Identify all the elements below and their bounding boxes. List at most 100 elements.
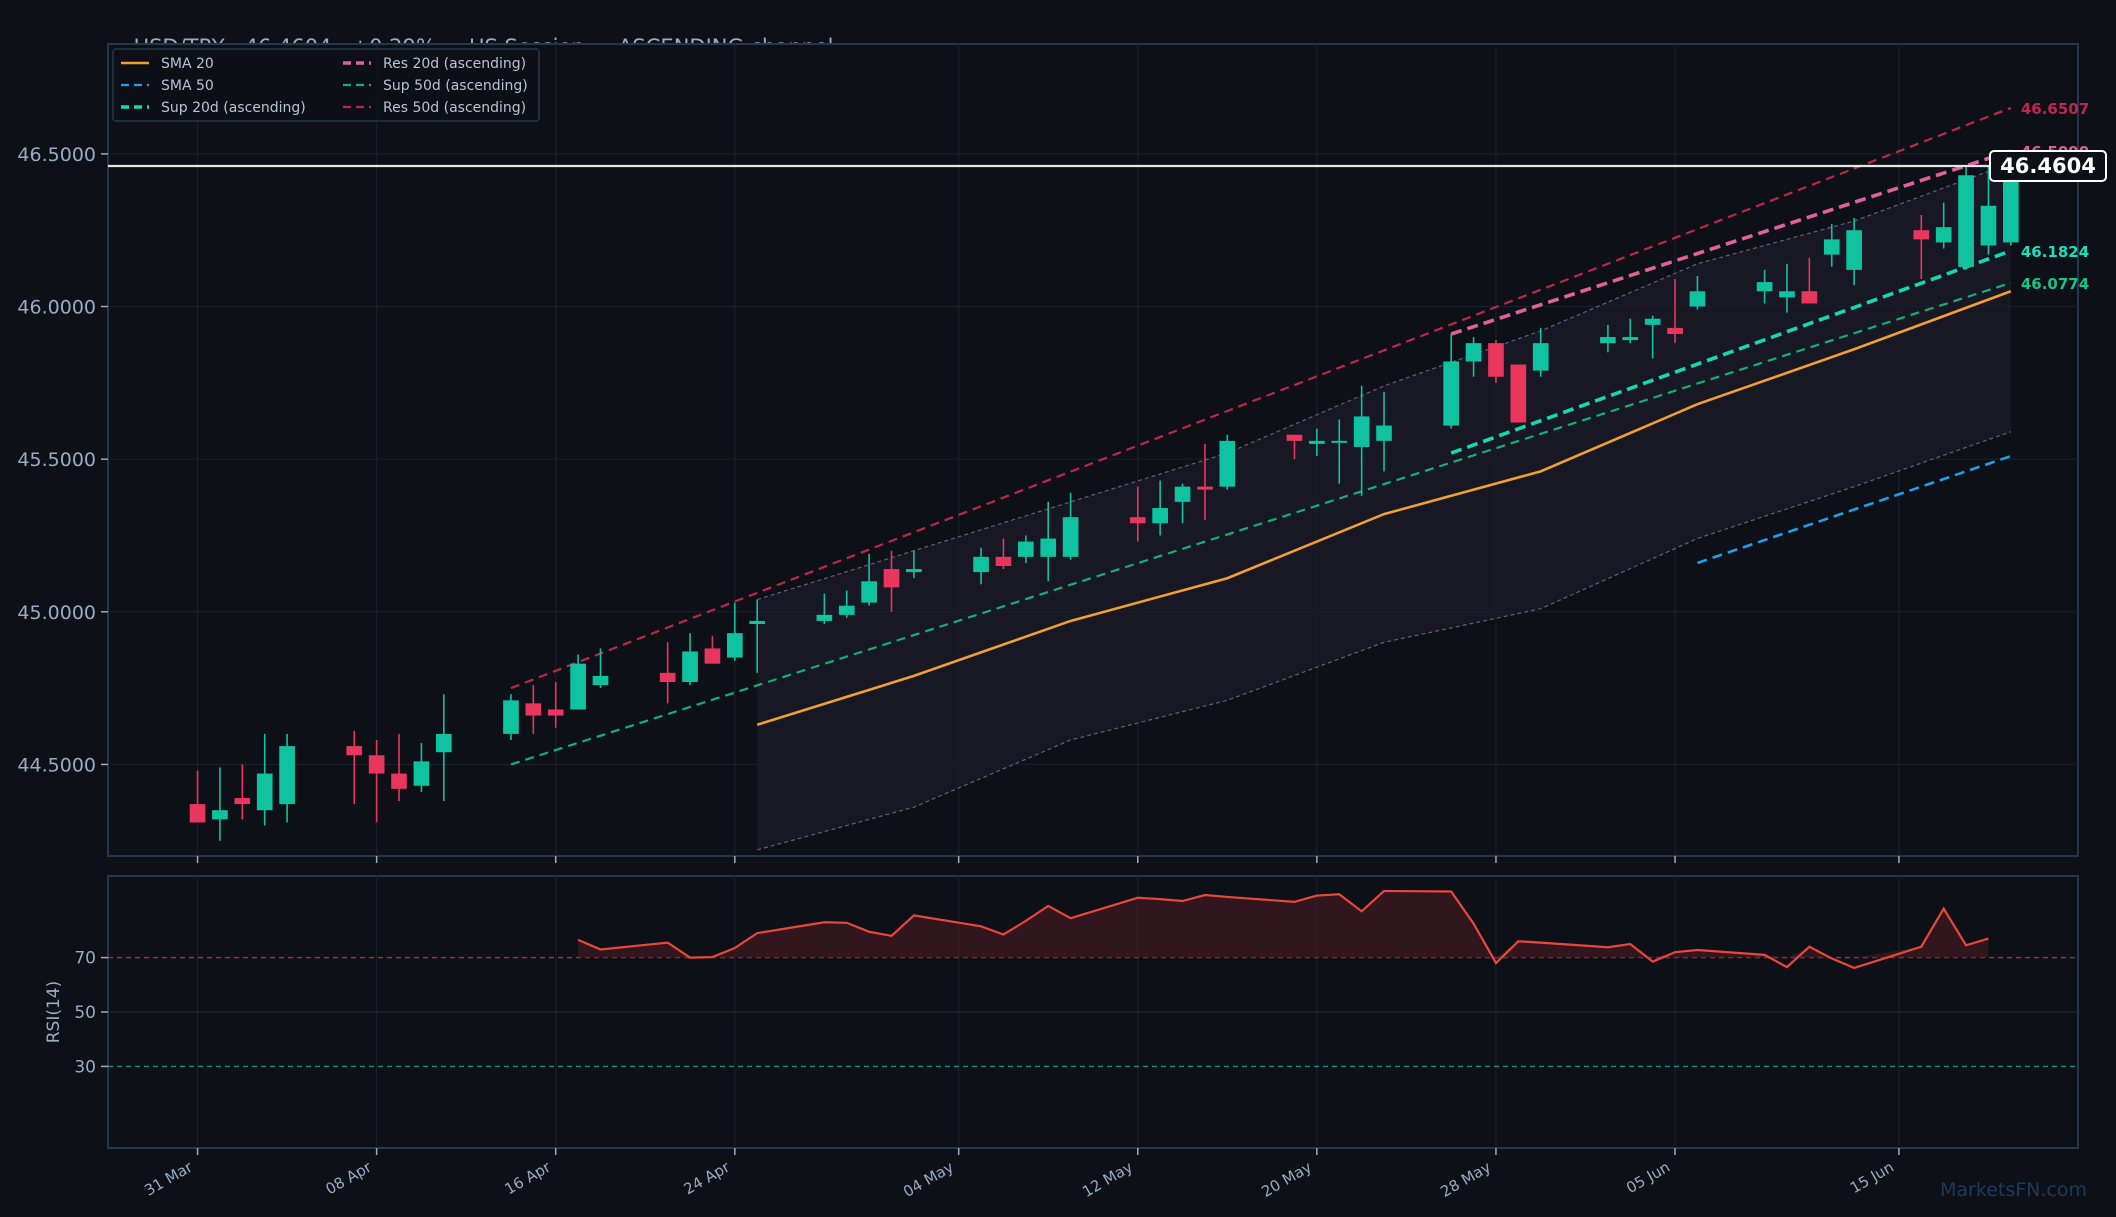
candle	[1062, 492, 1079, 560]
candle	[1756, 269, 1773, 304]
legend-label: SMA 20	[161, 56, 214, 72]
candle	[1958, 166, 1974, 270]
candle	[726, 602, 743, 661]
candle-body	[1689, 291, 1706, 307]
candle	[883, 550, 900, 612]
x-tick-label: 24 Apr	[681, 1157, 734, 1198]
bollinger-lower-line	[757, 431, 2012, 851]
candle	[1779, 263, 1795, 313]
candle	[973, 547, 989, 585]
sup20-trendline	[1450, 249, 2012, 455]
candle-body	[1779, 291, 1795, 298]
candle-body	[1376, 425, 1392, 441]
candle-body	[391, 773, 407, 789]
candle	[1309, 428, 1325, 457]
rsi-axis-label: RSI(14)	[44, 981, 64, 1044]
candle-body	[212, 810, 228, 820]
candle-body	[906, 569, 922, 573]
candle	[1846, 218, 1862, 286]
last-price-tag-label: 46.4604	[2000, 154, 2096, 178]
candle-body	[1823, 239, 1840, 255]
rsi-line	[577, 889, 1989, 970]
candle-body	[1174, 486, 1191, 502]
candle	[1600, 324, 1616, 353]
y-tick-label: 45.5000	[17, 449, 96, 471]
candle-body	[1286, 434, 1303, 441]
candle	[1689, 276, 1706, 310]
candle	[906, 550, 922, 579]
x-tick-label: 05 Jun	[1623, 1158, 1673, 1197]
sup20-trendline-label: 46.1824	[2021, 243, 2089, 261]
candle-body	[1331, 440, 1348, 443]
candle-body	[838, 605, 855, 615]
candle	[279, 733, 295, 823]
candle	[1219, 434, 1236, 490]
candle-body	[1622, 337, 1639, 341]
candle-body	[435, 733, 452, 753]
candle-body	[726, 633, 743, 658]
candle	[1129, 486, 1146, 542]
candle	[1667, 279, 1683, 344]
candle-body	[570, 663, 586, 710]
rsi-y-tick-label: 30	[74, 1057, 96, 1077]
candle-body	[861, 581, 877, 603]
x-tick-label: 16 Apr	[502, 1157, 555, 1198]
candle	[234, 764, 251, 820]
rsi-overbought-fill	[578, 890, 1989, 958]
candle	[1197, 443, 1213, 521]
candle	[413, 743, 430, 792]
candle-body	[1756, 282, 1773, 292]
candle	[1018, 535, 1034, 563]
last-price-tag	[1989, 149, 2107, 182]
candle-body	[1801, 291, 1818, 304]
x-tick-label: 20 May	[1258, 1158, 1315, 1201]
x-tick-label: 12 May	[1079, 1158, 1136, 1201]
candle	[189, 770, 206, 823]
candle-body	[1935, 227, 1952, 243]
candle-body	[525, 703, 542, 716]
legend-label: Sup 20d (ascending)	[161, 100, 306, 116]
res50-trendline-label: 46.6507	[2021, 100, 2089, 118]
candle	[1823, 224, 1840, 267]
legend-box	[112, 48, 540, 122]
candle	[1443, 334, 1460, 429]
candle-body	[973, 556, 989, 573]
candle-body	[189, 804, 206, 823]
candle	[1913, 214, 1930, 280]
x-tick-label: 28 May	[1437, 1158, 1494, 1201]
candle	[1376, 392, 1392, 472]
res50-trendline	[510, 106, 2012, 690]
candle-body	[816, 614, 833, 621]
candle-body	[749, 620, 766, 624]
candle-body	[1018, 541, 1034, 557]
candle-body	[256, 773, 273, 811]
legend-label: SMA 50	[161, 78, 214, 94]
candle-body	[1667, 327, 1683, 334]
candle	[861, 553, 877, 606]
candle	[1152, 480, 1168, 536]
candle-body	[1129, 517, 1146, 524]
candle	[368, 740, 385, 823]
candle-body	[234, 798, 251, 805]
candle	[816, 593, 833, 624]
candle-body	[1353, 416, 1370, 447]
candle	[749, 599, 766, 673]
candle-body	[547, 709, 564, 716]
candle	[1174, 483, 1191, 524]
candle-body	[368, 755, 385, 774]
candle-body	[1510, 364, 1527, 423]
legend-label: Sup 50d (ascending)	[383, 78, 528, 94]
candle	[1510, 364, 1527, 423]
candle	[704, 636, 721, 664]
candle	[1622, 318, 1639, 344]
x-tick-label: 31 Mar	[141, 1157, 196, 1199]
candle-body	[1913, 230, 1930, 240]
candle-body	[659, 672, 676, 682]
candle	[592, 648, 609, 689]
x-tick-label: 08 Apr	[322, 1157, 375, 1198]
candle-body	[279, 746, 295, 805]
y-tick-label: 44.5000	[17, 754, 96, 776]
candle	[346, 730, 363, 805]
candle-body	[1197, 486, 1213, 490]
